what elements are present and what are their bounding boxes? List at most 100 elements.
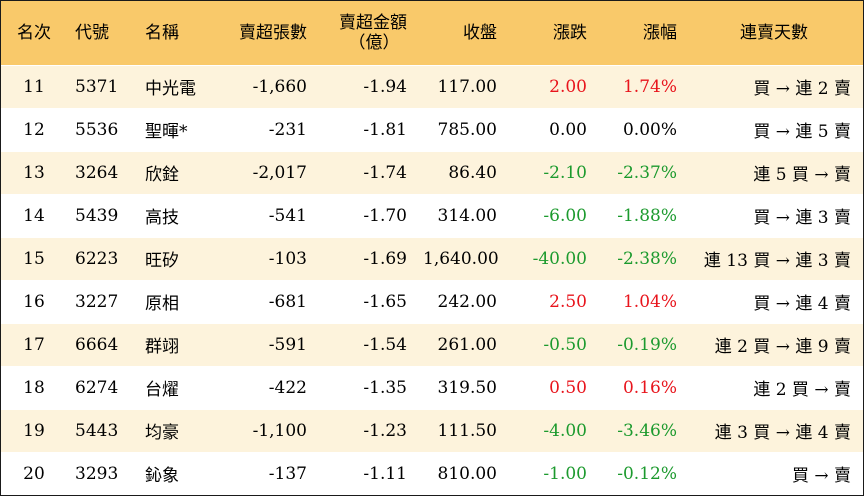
cell-sell-amount: -1.65 [363,291,407,312]
cell-close: 319.50 [437,377,497,398]
cell-close: 261.00 [437,334,497,355]
cell-rank: 12 [23,119,45,140]
cell-name: 群翊 [145,337,179,357]
header-sell-amount: 賣超金額 （億） [315,1,415,65]
table-header-row: 名次 代號 名稱 賣超張數 賣超金額 （億） 收盤 漲跌 漲幅 連賣天數 [1,1,863,65]
cell-close: 785.00 [437,119,497,140]
cell-rank: 16 [23,291,45,312]
header-change: 漲跌 [553,22,587,43]
table-row: 15 6223 旺矽 -103 -1.69 1,640.00 -40.00 -2.38% 連 1… [1,237,863,280]
cell-code: 5371 [75,76,119,97]
cell-sell-amount: -1.35 [363,377,407,398]
cell-change-pct: 0.16% [622,377,677,398]
cell-name: 原相 [145,294,179,314]
cell-sell-lots: -681 [268,291,307,312]
cell-sell-lots: -137 [268,463,307,484]
cell-sell-streak: 連 2 買 → 連 9 賣 [714,337,851,357]
cell-change: -4.00 [543,420,587,441]
cell-sell-lots: -422 [268,377,307,398]
header-code: 代號 [75,22,109,43]
cell-sell-amount: -1.69 [363,248,407,269]
cell-close: 86.40 [448,162,497,183]
cell-change: -1.00 [543,463,587,484]
cell-sell-streak: 連 13 買 → 連 3 賣 [703,251,851,271]
cell-change: 2.50 [549,291,587,312]
cell-code: 6664 [75,334,119,355]
cell-change-pct: -1.88% [617,205,677,226]
cell-rank: 18 [23,377,45,398]
table-row: 17 6664 群翊 -591 -1.54 261.00 -0.50 -0.19% 連 2 買 … [1,323,863,366]
cell-code: 3264 [75,162,119,183]
cell-sell-lots: -1,100 [252,420,307,441]
cell-close: 111.50 [437,420,497,441]
table-row: 13 3264 欣銓 -2,017 -1.74 86.40 -2.10 -2.37% 連 5 買… [1,151,863,194]
cell-rank: 17 [23,334,45,355]
cell-rank: 19 [23,420,45,441]
header-sell-amount-line2: （億） [348,32,400,53]
cell-name: 台燿 [145,380,179,400]
cell-close: 117.00 [437,76,497,97]
table-row: 20 3293 鈊象 -137 -1.11 810.00 -1.00 -0.12% 買 → 賣 [1,452,863,495]
cell-rank: 11 [23,76,45,97]
cell-close: 1,640.00 [423,248,499,269]
header-change-pct: 漲幅 [643,22,677,43]
cell-sell-lots: -231 [268,119,307,140]
table-row: 12 5536 聖暉* -231 -1.81 785.00 0.00 0.00% 買 → 連 5… [1,108,863,151]
cell-change-pct: 1.74% [622,76,677,97]
table-row: 18 6274 台燿 -422 -1.35 319.50 0.50 0.16% 連 2 買 → … [1,366,863,409]
table-body: 11 5371 中光電 -1,660 -1.94 117.00 2.00 1.74% 買 → 連… [1,65,863,495]
cell-sell-streak: 連 3 買 → 連 4 賣 [714,423,851,443]
cell-name: 欣銓 [145,165,179,185]
cell-close: 314.00 [437,205,497,226]
cell-sell-lots: -541 [268,205,307,226]
cell-change-pct: 0.00% [622,119,677,140]
cell-name: 高技 [145,208,179,228]
cell-sell-lots: -1,660 [252,76,307,97]
cell-sell-lots: -2,017 [252,162,307,183]
cell-sell-streak: 買 → 連 5 賣 [753,122,851,142]
cell-change-pct: -3.46% [617,420,677,441]
cell-change: -2.10 [543,162,587,183]
cell-sell-streak: 買 → 連 2 賣 [753,79,851,99]
cell-close: 242.00 [437,291,497,312]
cell-code: 3227 [75,291,119,312]
header-sell-lots: 賣超張數 [239,22,307,43]
cell-code: 6223 [75,248,119,269]
cell-sell-amount: -1.81 [363,119,407,140]
cell-name: 中光電 [145,79,196,99]
header-name: 名稱 [145,22,179,43]
cell-change: 2.00 [549,76,587,97]
cell-name: 均豪 [145,423,179,443]
cell-sell-streak: 買 → 連 4 賣 [753,294,851,314]
cell-change-pct: -0.12% [617,463,677,484]
cell-change: -40.00 [532,248,587,269]
cell-sell-amount: -1.11 [363,463,407,484]
header-sell-streak: 連賣天數 [740,22,808,43]
cell-code: 6274 [75,377,119,398]
cell-rank: 15 [23,248,45,269]
cell-change-pct: -2.38% [617,248,677,269]
cell-name: 旺矽 [145,251,179,271]
cell-sell-amount: -1.54 [363,334,407,355]
table-row: 19 5443 均豪 -1,100 -1.23 111.50 -4.00 -3.46% 連 3 … [1,409,863,452]
cell-sell-streak: 買 → 連 3 賣 [753,208,851,228]
header-close: 收盤 [463,22,497,43]
cell-rank: 20 [23,463,45,484]
cell-change-pct: -2.37% [617,162,677,183]
cell-sell-amount: -1.23 [363,420,407,441]
cell-sell-lots: -103 [268,248,307,269]
cell-sell-streak: 買 → 賣 [791,466,851,487]
cell-change-pct: 1.04% [622,291,677,312]
cell-sell-streak: 連 5 買 → 賣 [753,165,851,185]
cell-name: 鈊象 [145,466,179,487]
cell-close: 810.00 [437,463,497,484]
table-row: 11 5371 中光電 -1,660 -1.94 117.00 2.00 1.74% 買 → 連… [1,65,863,108]
table-row: 14 5439 高技 -541 -1.70 314.00 -6.00 -1.88% 買 → 連 … [1,194,863,237]
cell-change-pct: -0.19% [617,334,677,355]
cell-code: 3293 [75,463,119,484]
cell-code: 5439 [75,205,119,226]
cell-code: 5536 [75,119,119,140]
cell-sell-amount: -1.94 [363,76,407,97]
cell-sell-amount: -1.70 [363,205,407,226]
